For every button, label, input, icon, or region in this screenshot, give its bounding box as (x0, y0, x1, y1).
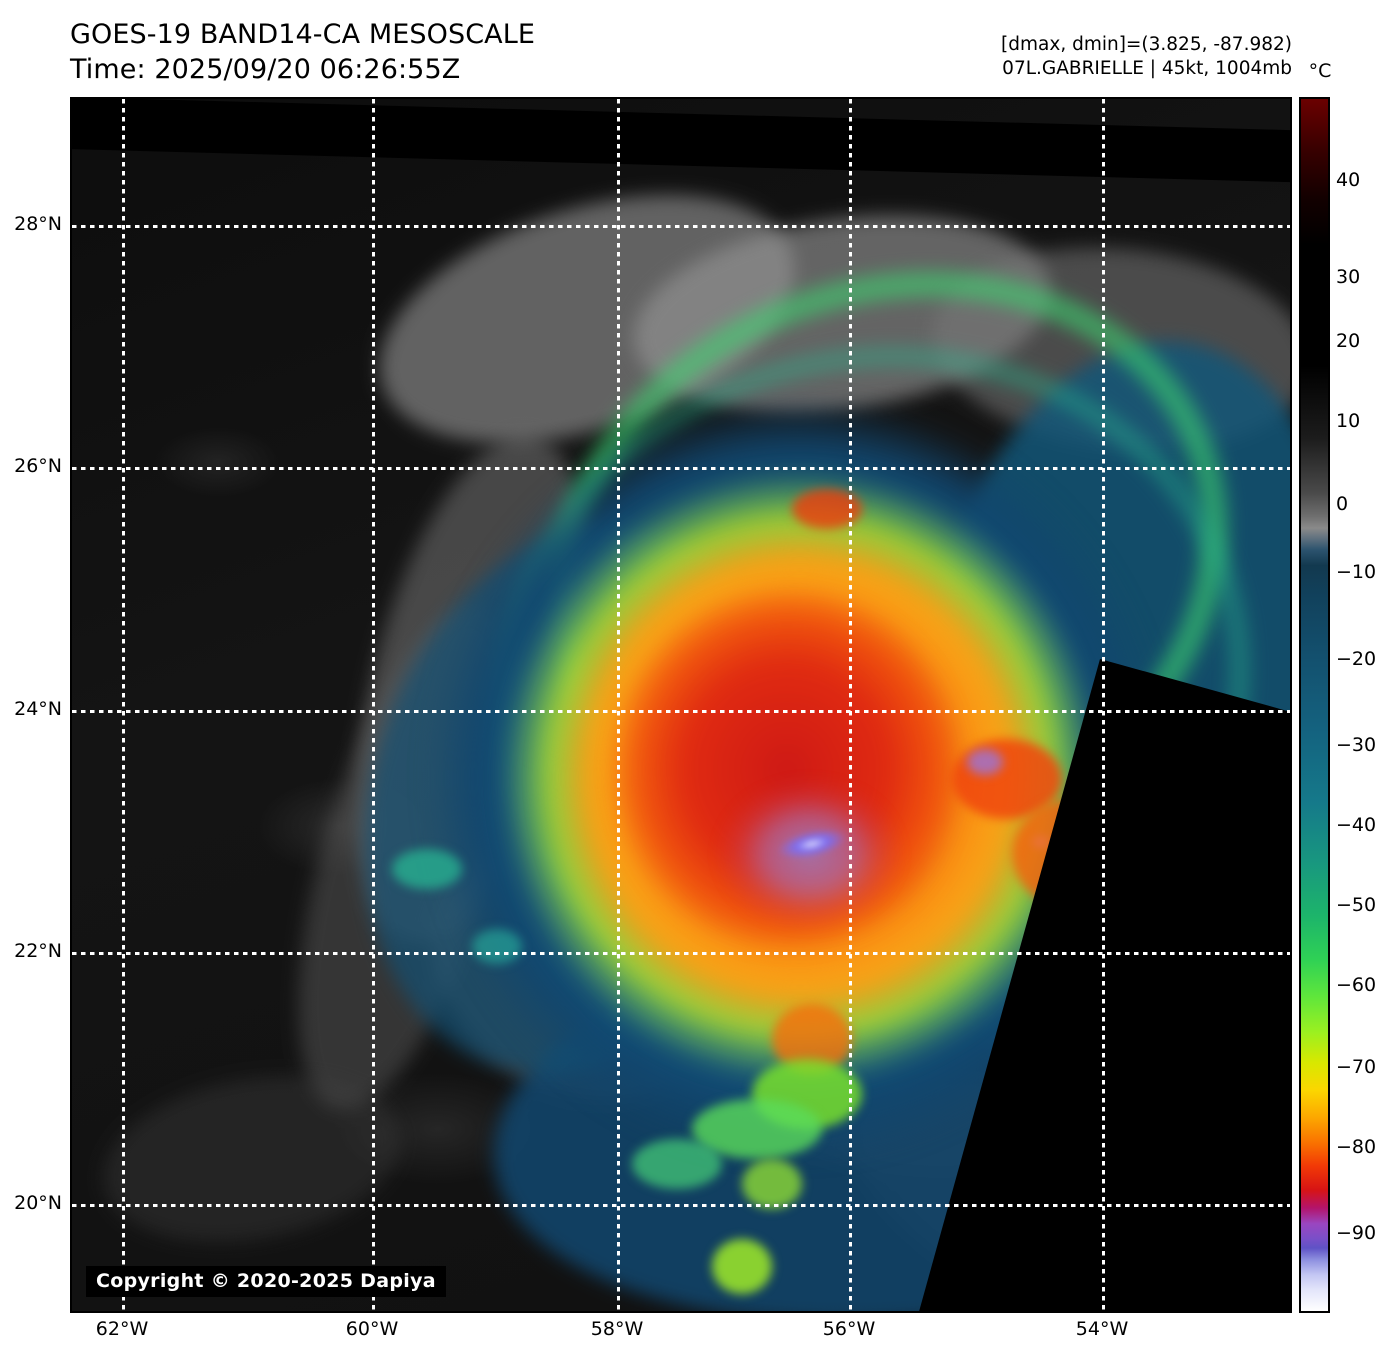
temperature-colorbar (1299, 97, 1330, 1313)
y-tick-label: 26°N (14, 455, 62, 477)
plot-clip: Copyright © 2020-2025 Dapiya (72, 99, 1290, 1311)
y-tick-label: 24°N (14, 698, 62, 720)
copyright-watermark: Copyright © 2020-2025 Dapiya (86, 1266, 446, 1297)
metadata-block: [dmax, dmin]=(3.825, -87.982) 07L.GABRIE… (1001, 33, 1292, 81)
colorbar-tick-label: −40 (1336, 814, 1377, 836)
y-tick-label: 20°N (14, 1192, 62, 1214)
colorbar-tick-label: 0 (1336, 493, 1349, 515)
colorbar-unit-label: °C (1308, 60, 1332, 82)
colorbar-tick-label: −80 (1336, 1136, 1377, 1158)
x-tick-label: 62°W (95, 1318, 149, 1340)
satellite-image-plot: Copyright © 2020-2025 Dapiya (70, 97, 1292, 1313)
y-tick-label: 22°N (14, 940, 62, 962)
page-title: GOES-19 BAND14-CA MESOSCALE Time: 2025/0… (70, 18, 535, 87)
convective-cell (712, 1239, 772, 1294)
convective-cell (472, 929, 522, 964)
colorbar-tick-label: −10 (1336, 561, 1377, 583)
colorbar-tick-label: 40 (1336, 169, 1361, 191)
x-tick-label: 60°W (345, 1318, 399, 1340)
colorbar-tick-label: 20 (1336, 330, 1361, 352)
convective-cell (792, 489, 862, 529)
dmax-dmin-label: [dmax, dmin]=(3.825, -87.982) (1001, 34, 1292, 55)
colorbar-tick-label: 10 (1336, 410, 1361, 432)
storm-info-label: 07L.GABRIELLE | 45kt, 1004mb (1002, 58, 1292, 80)
colorbar-tick-label: −70 (1336, 1056, 1377, 1078)
convective-cell (742, 1159, 802, 1209)
colorbar-tick-label: −50 (1336, 894, 1377, 916)
colorbar-tick-label: −60 (1336, 974, 1377, 996)
timestamp-label: Time: 2025/09/20 06:26:55Z (70, 53, 461, 85)
y-tick-label: 28°N (14, 213, 62, 235)
colorbar-tick-label: −90 (1336, 1222, 1377, 1244)
x-tick-label: 56°W (822, 1318, 876, 1340)
colorbar-tick-label: −20 (1336, 648, 1377, 670)
x-tick-label: 54°W (1075, 1318, 1129, 1340)
x-tick-label: 58°W (590, 1318, 644, 1340)
convective-cell (967, 749, 1003, 775)
convective-cell (392, 849, 462, 889)
product-title: GOES-19 BAND14-CA MESOSCALE (70, 19, 536, 50)
convective-cell (632, 1139, 722, 1189)
colorbar-tick-label: −30 (1336, 734, 1377, 756)
colorbar-tick-label: 30 (1336, 266, 1361, 288)
